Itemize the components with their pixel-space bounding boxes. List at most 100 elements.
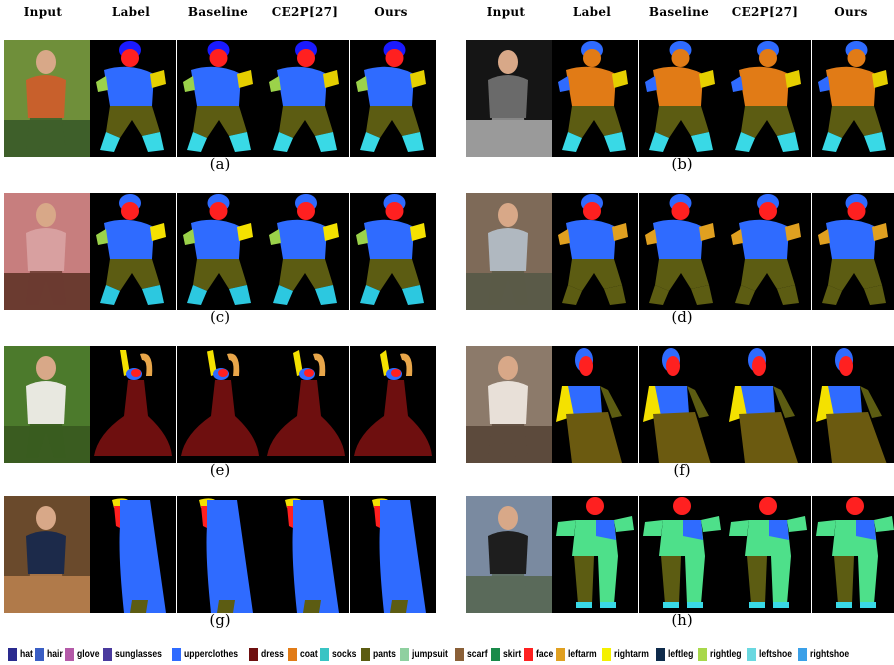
- ce2p-mask: [725, 346, 812, 463]
- legend-swatch: [287, 647, 297, 661]
- class-legend: hat hair glove sunglasses upperclothes dress c…: [8, 645, 892, 663]
- legend-swatch: [798, 647, 808, 661]
- input-photo: [4, 496, 90, 613]
- column-header: Ours: [374, 5, 408, 19]
- column-header: CE2P[27]: [731, 5, 799, 19]
- input-photo: [466, 193, 552, 310]
- column-header: Ours: [834, 5, 868, 19]
- panel-tiles: [466, 193, 894, 310]
- panel-caption: (g): [209, 611, 231, 629]
- legend-swatch: [747, 647, 757, 661]
- panel-tiles: [4, 40, 436, 157]
- column-header: Baseline: [648, 5, 710, 19]
- column-header: Label: [111, 5, 151, 19]
- baseline-mask: [176, 193, 263, 310]
- result-panel: (g): [4, 496, 436, 629]
- legend-item: coat: [287, 647, 318, 661]
- label-mask: [552, 346, 639, 463]
- legend-label: jumpsuit: [412, 648, 448, 660]
- legend-label: rightarm: [614, 648, 650, 660]
- legend-swatch: [655, 647, 665, 661]
- legend-swatch: [602, 647, 612, 661]
- legend-item: glove: [65, 647, 100, 661]
- legend-swatch: [320, 647, 330, 661]
- input-photo: [4, 40, 90, 157]
- input-photo: [4, 193, 90, 310]
- legend-label: pants: [373, 648, 396, 660]
- ce2p-mask: [263, 346, 350, 463]
- result-panel: (h): [466, 496, 894, 629]
- label-mask: [90, 40, 177, 157]
- legend-swatch: [103, 647, 113, 661]
- ours-mask: [349, 40, 436, 157]
- baseline-mask: [176, 40, 263, 157]
- label-mask: [552, 40, 639, 157]
- legend-item: rightarm: [602, 647, 651, 661]
- legend-label: sunglasses: [115, 648, 163, 660]
- panel-caption: (h): [671, 611, 693, 629]
- result-panel: (a): [4, 40, 436, 173]
- baseline-mask: [176, 496, 263, 613]
- legend-label: socks: [332, 648, 357, 660]
- legend-label: rightleg: [709, 648, 742, 660]
- legend-swatch: [454, 647, 464, 661]
- legend-swatch: [248, 647, 258, 661]
- baseline-mask: [638, 346, 725, 463]
- legend-swatch: [65, 647, 75, 661]
- panel-tiles: [466, 40, 894, 157]
- legend-label: face: [536, 648, 554, 660]
- ce2p-mask: [263, 40, 350, 157]
- ours-mask: [811, 496, 894, 613]
- input-photo: [4, 346, 90, 463]
- baseline-mask: [638, 496, 725, 613]
- legend-swatch: [400, 647, 410, 661]
- legend-label: rightshoe: [810, 648, 850, 660]
- ce2p-mask: [725, 40, 812, 157]
- input-photo: [466, 40, 552, 157]
- legend-item: skirt: [490, 647, 522, 661]
- legend-swatch: [490, 647, 500, 661]
- ce2p-mask: [725, 496, 812, 613]
- panel-tiles: [4, 346, 436, 463]
- ours-mask: [811, 40, 894, 157]
- panel-caption: (e): [209, 461, 231, 479]
- legend-swatch: [361, 647, 370, 661]
- legend-label: glove: [77, 648, 100, 660]
- label-mask: [90, 193, 177, 310]
- column-header: Input: [486, 5, 526, 19]
- legend-item: socks: [320, 647, 357, 661]
- legend-item: rightleg: [697, 647, 743, 661]
- column-header: Label: [572, 5, 612, 19]
- legend-item: jumpsuit: [400, 647, 450, 661]
- label-mask: [90, 496, 177, 613]
- legend-swatch: [171, 647, 181, 661]
- legend-item: leftleg: [655, 647, 693, 661]
- legend-label: leftarm: [568, 648, 597, 660]
- label-mask: [552, 193, 639, 310]
- panel-tiles: [4, 496, 436, 613]
- panel-tiles: [466, 496, 894, 613]
- ours-mask: [811, 346, 894, 463]
- column-header: Baseline: [187, 5, 249, 19]
- legend-item: hat: [8, 647, 33, 661]
- legend-label: coat: [299, 648, 318, 660]
- legend-label: hair: [46, 648, 63, 660]
- ce2p-mask: [263, 496, 350, 613]
- legend-label: skirt: [502, 648, 522, 660]
- legend-label: leftshoe: [759, 648, 793, 660]
- ce2p-mask: [725, 193, 812, 310]
- panel-caption: (a): [209, 155, 231, 173]
- result-panel: (c): [4, 193, 436, 326]
- legend-item: leftshoe: [747, 647, 793, 661]
- baseline-mask: [176, 346, 263, 463]
- legend-item: dress: [248, 647, 284, 661]
- result-panel: (b): [466, 40, 894, 173]
- legend-label: dress: [260, 648, 284, 660]
- legend-item: upperclothes: [171, 647, 244, 661]
- panel-tiles: [4, 193, 436, 310]
- panel-caption: (b): [671, 155, 693, 173]
- ours-mask: [349, 496, 436, 613]
- legend-item: pants: [361, 647, 396, 661]
- input-photo: [466, 346, 552, 463]
- panel-caption: (f): [673, 461, 691, 479]
